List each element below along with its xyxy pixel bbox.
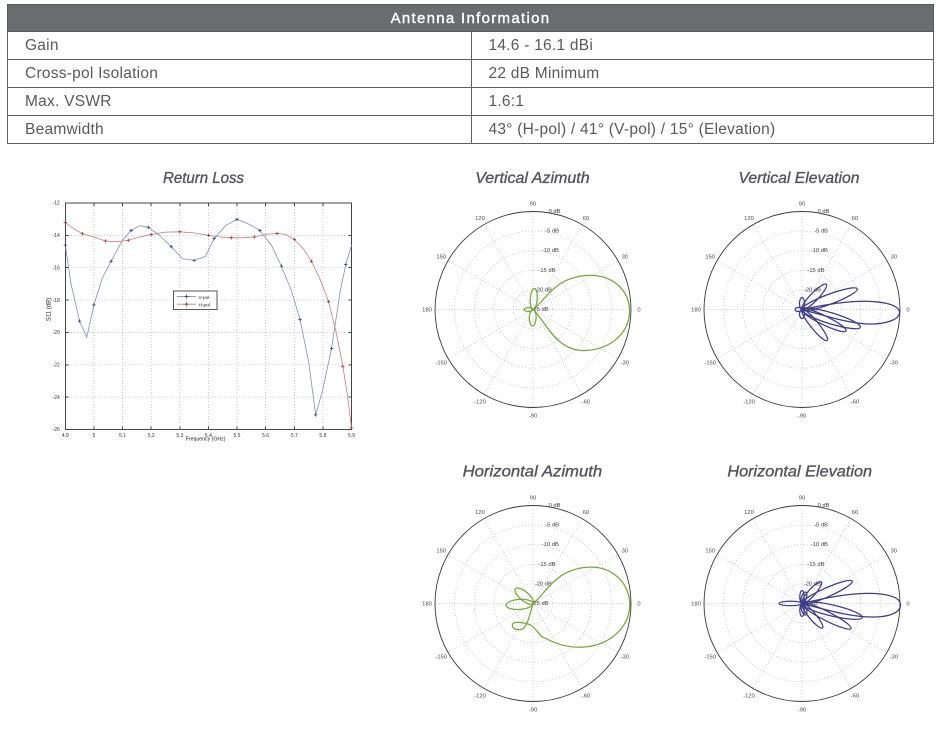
svg-text:180: 180 [691,602,701,608]
svg-text:Return Loss: Return Loss [163,170,244,187]
svg-text:5.9: 5.9 [348,433,355,439]
svg-text:-5 dB: -5 dB [814,229,828,235]
svg-text:-60: -60 [582,694,590,700]
svg-text:150: 150 [436,549,446,555]
svg-text:-15 dB: -15 dB [538,268,555,274]
svg-text:-120: -120 [743,400,755,406]
svg-text:-120: -120 [743,694,755,700]
svg-text:0: 0 [637,308,640,314]
svg-text:-60: -60 [851,694,859,700]
svg-text:150: 150 [436,255,446,261]
svg-text:30: 30 [622,549,628,555]
svg-text:-10 dB: -10 dB [811,542,828,548]
svg-text:Frequency (GHz): Frequency (GHz) [186,437,226,443]
svg-text:-20: -20 [53,330,60,336]
svg-text:90: 90 [530,202,536,208]
svg-text:0: 0 [906,602,909,608]
svg-text:150: 150 [705,255,715,261]
svg-text:-150: -150 [435,655,447,661]
svg-text:-120: -120 [474,400,486,406]
svg-text:120: 120 [744,510,754,516]
svg-text:5: 5 [93,433,96,439]
svg-text:-90: -90 [798,414,806,420]
svg-text:-24: -24 [53,395,60,401]
svg-text:180: 180 [691,308,701,314]
svg-text:-26: -26 [53,427,60,433]
svg-text:5.8: 5.8 [319,433,326,439]
svg-text:V-pol: V-pol [199,295,210,301]
svg-text:-90: -90 [798,708,806,714]
svg-text:60: 60 [583,216,589,222]
svg-text:-15 dB: -15 dB [807,268,824,274]
svg-text:90: 90 [799,496,805,502]
svg-text:180: 180 [422,602,432,608]
svg-text:60: 60 [583,510,589,516]
svg-text:-15 dB: -15 dB [807,562,824,568]
svg-text:5.3: 5.3 [176,433,183,439]
svg-text:-10 dB: -10 dB [811,248,828,254]
svg-text:-60: -60 [582,400,590,406]
svg-text:5.2: 5.2 [148,433,155,439]
svg-text:-10 dB: -10 dB [542,542,559,548]
svg-text:-5 dB: -5 dB [545,229,559,235]
svg-text:-90: -90 [529,708,537,714]
svg-text:-5 dB: -5 dB [814,523,828,529]
svg-text:-25 dB: -25 dB [532,307,549,313]
svg-text:0: 0 [637,602,640,608]
svg-text:5.6: 5.6 [262,433,269,439]
svg-text:120: 120 [744,216,754,222]
svg-text:30: 30 [622,255,628,261]
svg-text:150: 150 [705,549,715,555]
svg-text:-90: -90 [529,414,537,420]
svg-text:S11 (dB): S11 (dB) [47,298,53,321]
svg-text:180: 180 [422,308,432,314]
svg-text:-120: -120 [474,694,486,700]
svg-text:90: 90 [530,496,536,502]
svg-text:-14: -14 [53,233,60,239]
svg-text:60: 60 [852,216,858,222]
svg-text:5.1: 5.1 [119,433,126,439]
svg-text:5.4: 5.4 [205,433,212,439]
svg-text:0 dB: 0 dB [549,209,561,215]
svg-text:-5 dB: -5 dB [545,523,559,529]
svg-text:90: 90 [799,202,805,208]
svg-text:0 dB: 0 dB [818,209,830,215]
svg-text:-150: -150 [704,655,716,661]
svg-text:Vertical Azimuth: Vertical Azimuth [475,170,590,187]
svg-text:-18: -18 [53,298,60,304]
svg-text:-10 dB: -10 dB [542,248,559,254]
svg-text:-60: -60 [851,400,859,406]
svg-text:-22: -22 [53,363,60,369]
svg-text:30: 30 [891,549,897,555]
svg-text:-30: -30 [621,361,629,367]
svg-text:120: 120 [475,216,485,222]
svg-text:-30: -30 [890,361,898,367]
svg-text:-25 dB: -25 dB [532,601,549,607]
svg-text:60: 60 [852,510,858,516]
svg-text:Vertical Elevation: Vertical Elevation [739,170,860,187]
svg-text:H-pol: H-pol [199,302,210,308]
svg-text:-20 dB: -20 dB [804,581,821,587]
svg-text:5.7: 5.7 [291,433,298,439]
svg-text:-15 dB: -15 dB [538,562,555,568]
svg-text:0: 0 [906,308,909,314]
svg-text:Horizontal Elevation: Horizontal Elevation [727,464,872,481]
svg-text:120: 120 [475,510,485,516]
svg-text:4.9: 4.9 [62,433,69,439]
svg-text:-20 dB: -20 dB [535,581,552,587]
svg-text:-150: -150 [435,361,447,367]
svg-text:-30: -30 [890,655,898,661]
svg-text:-12: -12 [53,201,60,207]
svg-text:-30: -30 [621,655,629,661]
svg-text:-16: -16 [53,265,60,271]
svg-text:30: 30 [891,255,897,261]
svg-text:-20 dB: -20 dB [804,287,821,293]
svg-text:0 dB: 0 dB [549,503,561,509]
svg-text:5.5: 5.5 [234,433,241,439]
svg-text:-150: -150 [704,361,716,367]
svg-text:-20 dB: -20 dB [535,287,552,293]
svg-text:0 dB: 0 dB [818,503,830,509]
svg-text:Horizontal Azimuth: Horizontal Azimuth [463,464,603,481]
